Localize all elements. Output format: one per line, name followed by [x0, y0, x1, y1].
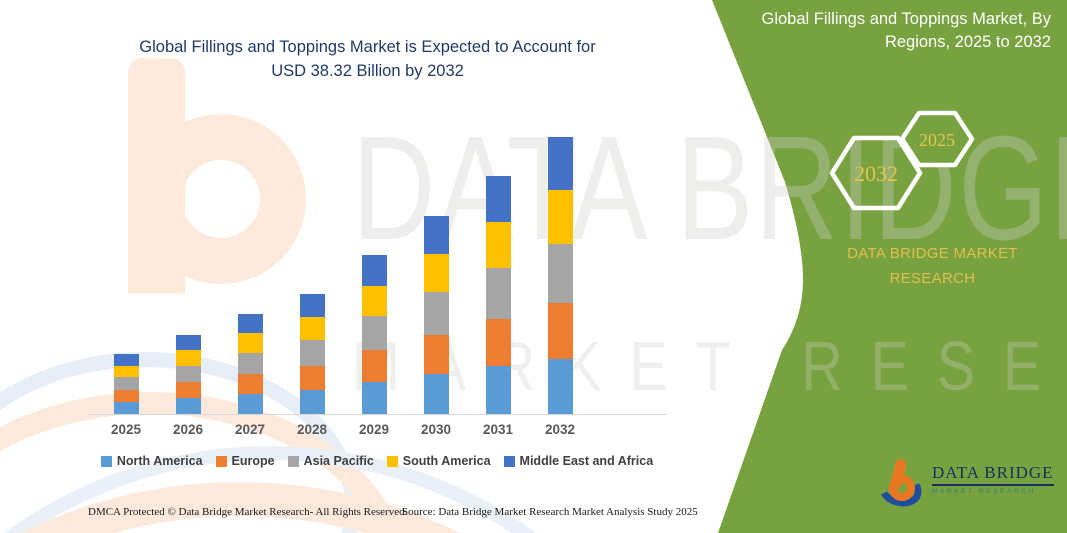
- legend-swatch-icon: [287, 455, 299, 467]
- legend-swatch-icon: [503, 455, 515, 467]
- logo-name: DATA BRIDGE: [932, 463, 1054, 486]
- bar-segment-2029-north-america: [361, 382, 387, 414]
- company-logo-text: DATA BRIDGE MARKET RESEARCH: [932, 458, 1054, 495]
- bar-segment-2030-europe: [423, 334, 449, 375]
- legend-item-asia-pacific: Asia Pacific: [287, 454, 374, 468]
- legend-label: South America: [402, 454, 491, 468]
- bar-segment-2028-north-america: [299, 390, 325, 414]
- bar-segment-2030-middle-east-and-africa: [423, 215, 449, 255]
- legend-swatch-icon: [215, 455, 227, 467]
- plot-area: [88, 120, 666, 415]
- bar-segment-2026-europe: [175, 382, 201, 399]
- bar-segment-2028-middle-east-and-africa: [299, 294, 325, 318]
- stacked-bar-2028: [299, 294, 325, 414]
- company-logo-icon: [873, 458, 927, 512]
- legend-label: Asia Pacific: [303, 454, 374, 468]
- bar-segment-2030-south-america: [423, 254, 449, 293]
- bar-segment-2031-middle-east-and-africa: [485, 176, 511, 223]
- hexagon-2032-label: 2032: [854, 161, 898, 186]
- x-axis-labels: 2025 2026 2027 2028 2029 2030 2031 2032: [88, 422, 666, 442]
- chart-legend: North America Europe Asia Pacific South Ame…: [88, 454, 666, 468]
- bar-segment-2025-europe: [113, 390, 139, 402]
- bar-segment-2026-south-america: [175, 350, 201, 366]
- bar-segment-2026-north-america: [175, 398, 201, 414]
- bar-segment-2025-asia-pacific: [113, 377, 139, 390]
- hexagon-2025-badge: [899, 110, 975, 168]
- x-axis-label-2032: 2032: [544, 422, 576, 437]
- stacked-bar-2025: [113, 353, 139, 414]
- bar-segment-2031-south-america: [485, 222, 511, 268]
- hexagon-2025-label: 2025: [919, 130, 955, 150]
- legend-item-south-america: South America: [386, 454, 491, 468]
- panel-heading-line1: Global Fillings and Toppings Market, By: [761, 10, 1051, 28]
- bar-segment-2032-europe: [547, 303, 573, 359]
- logo-subtitle: MARKET RESEARCH: [932, 488, 1036, 495]
- bar-segment-2027-europe: [237, 374, 263, 394]
- bar-segment-2027-middle-east-and-africa: [237, 314, 263, 334]
- bar-segment-2029-middle-east-and-africa: [361, 254, 387, 286]
- stacked-bar-2027: [237, 314, 263, 414]
- bar-segment-2030-asia-pacific: [423, 292, 449, 335]
- legend-label: North America: [116, 454, 203, 468]
- x-axis-label-2026: 2026: [172, 422, 204, 437]
- legend-item-north-america: North America: [100, 454, 203, 468]
- bar-segment-2025-north-america: [113, 402, 139, 414]
- bar-segment-2032-middle-east-and-africa: [547, 137, 573, 191]
- bar-segment-2028-south-america: [299, 317, 325, 341]
- bar-segment-2027-north-america: [237, 394, 263, 414]
- bar-segment-2029-asia-pacific: [361, 316, 387, 351]
- stacked-bar-2031: [485, 176, 511, 414]
- panel-heading-line2: Regions, 2025 to 2032: [884, 33, 1051, 52]
- bar-segment-2026-middle-east-and-africa: [175, 335, 201, 351]
- stacked-bar-2026: [175, 335, 201, 414]
- bar-segment-2032-north-america: [547, 358, 573, 414]
- year-badges: 2032 2025: [829, 110, 975, 211]
- logo-b-bowl: [889, 475, 915, 501]
- footer-dmca-text: DMCA Protected © Data Bridge Market Rese…: [88, 506, 408, 518]
- chart-title-line2: USD 38.32 Billion by 2032: [271, 61, 464, 80]
- legend-item-middle-east-and-africa: Middle East and Africa: [503, 454, 654, 468]
- bar-segment-2026-asia-pacific: [175, 365, 201, 383]
- panel-heading: Global Fillings and Toppings Market, By …: [703, 8, 1051, 54]
- hexagon-2032-badge: [829, 135, 923, 211]
- legend-swatch-icon: [386, 455, 398, 467]
- bar-segment-2028-asia-pacific: [299, 340, 325, 366]
- x-axis-label-2031: 2031: [482, 422, 514, 437]
- bar-segment-2028-europe: [299, 366, 325, 390]
- chart-title: Global Fillings and Toppings Market is E…: [95, 36, 640, 84]
- stacked-bar-2032: [547, 137, 573, 414]
- stacked-bar-2030: [423, 215, 449, 414]
- bar-segment-2027-south-america: [237, 333, 263, 353]
- x-axis-label-2027: 2027: [234, 422, 266, 437]
- panel-brand-line1: DATA BRIDGE MARKET: [847, 245, 1018, 262]
- bar-segment-2031-north-america: [485, 366, 511, 414]
- legend-item-europe: Europe: [215, 454, 275, 468]
- bar-segment-2029-south-america: [361, 285, 387, 317]
- legend-label: Middle East and Africa: [519, 454, 654, 468]
- bar-segment-2031-asia-pacific: [485, 267, 511, 319]
- stacked-bar-2029: [361, 254, 387, 414]
- bar-segment-2029-europe: [361, 350, 387, 383]
- bar-segment-2027-asia-pacific: [237, 352, 263, 374]
- bar-segment-2032-south-america: [547, 190, 573, 244]
- legend-label: Europe: [231, 454, 275, 468]
- x-axis-label-2028: 2028: [296, 422, 328, 437]
- x-axis-label-2030: 2030: [420, 422, 452, 437]
- x-axis-label-2025: 2025: [110, 422, 142, 437]
- panel-brand-line2: RESEARCH: [889, 269, 976, 287]
- company-logo: DATA BRIDGE MARKET RESEARCH: [873, 458, 1054, 512]
- bar-segment-2025-south-america: [113, 365, 139, 378]
- panel-brand-text: DATA BRIDGE MARKET RESEARCH: [830, 242, 1035, 292]
- bar-segment-2031-europe: [485, 318, 511, 367]
- bar-segment-2030-north-america: [423, 374, 449, 414]
- legend-swatch-icon: [100, 455, 112, 467]
- footer-source-text: Source: Data Bridge Market Research Mark…: [402, 506, 698, 518]
- bar-segment-2032-asia-pacific: [547, 243, 573, 304]
- chart-region: 2025 2026 2027 2028 2029 2030 2031 2032 North A…: [88, 120, 666, 480]
- chart-title-line1: Global Fillings and Toppings Market is E…: [139, 38, 596, 56]
- bar-segment-2025-middle-east-and-africa: [113, 353, 139, 366]
- x-axis-label-2029: 2029: [358, 422, 390, 437]
